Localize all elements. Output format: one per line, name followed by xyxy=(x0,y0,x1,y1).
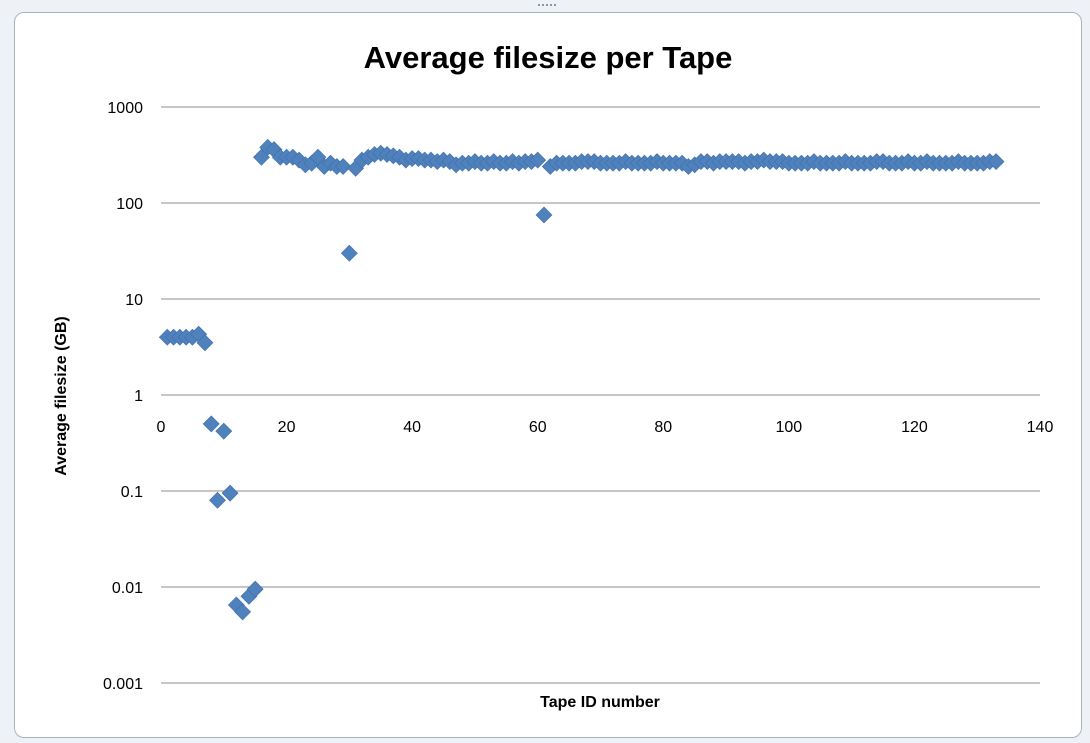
y-tick-label: 0.01 xyxy=(112,580,143,597)
x-tick-label: 140 xyxy=(1027,419,1054,436)
data-point xyxy=(221,484,239,502)
x-tick-label: 100 xyxy=(776,419,803,436)
y-tick-labels: 1000 100 10 1 0.1 0.01 0.001 xyxy=(103,100,143,693)
chart-resize-grip[interactable] xyxy=(538,4,556,9)
data-point xyxy=(340,244,358,262)
y-tick-label: 1000 xyxy=(107,100,143,117)
data-point xyxy=(202,415,220,433)
y-tick-label: 100 xyxy=(116,196,143,213)
data-point xyxy=(987,153,1005,171)
x-axis-title: Tape ID number xyxy=(540,694,660,711)
y-axis-title: Average filesize (GB) xyxy=(53,316,70,475)
chart-title: Average filesize per Tape xyxy=(364,40,733,75)
data-point xyxy=(196,334,214,352)
y-tick-label: 0.1 xyxy=(121,484,143,501)
x-tick-label: 80 xyxy=(654,419,672,436)
data-points xyxy=(158,138,1005,621)
x-tick-label: 120 xyxy=(901,419,928,436)
gridlines xyxy=(161,106,1040,684)
data-point xyxy=(246,580,264,598)
data-point xyxy=(234,603,252,621)
x-tick-label: 60 xyxy=(529,419,547,436)
y-tick-label: 10 xyxy=(125,292,143,309)
data-point xyxy=(535,206,553,224)
y-tick-label: 1 xyxy=(134,388,143,405)
y-tick-label: 0.001 xyxy=(103,676,143,693)
x-tick-label: 20 xyxy=(278,419,296,436)
chart-area[interactable] xyxy=(14,12,1082,738)
x-tick-label: 0 xyxy=(157,419,166,436)
x-tick-labels: 0 20 40 60 80 100 120 140 xyxy=(157,419,1054,436)
data-point xyxy=(334,158,352,175)
data-point xyxy=(529,151,547,169)
data-point xyxy=(215,422,233,440)
data-point xyxy=(209,491,226,509)
x-tick-label: 40 xyxy=(403,419,421,436)
